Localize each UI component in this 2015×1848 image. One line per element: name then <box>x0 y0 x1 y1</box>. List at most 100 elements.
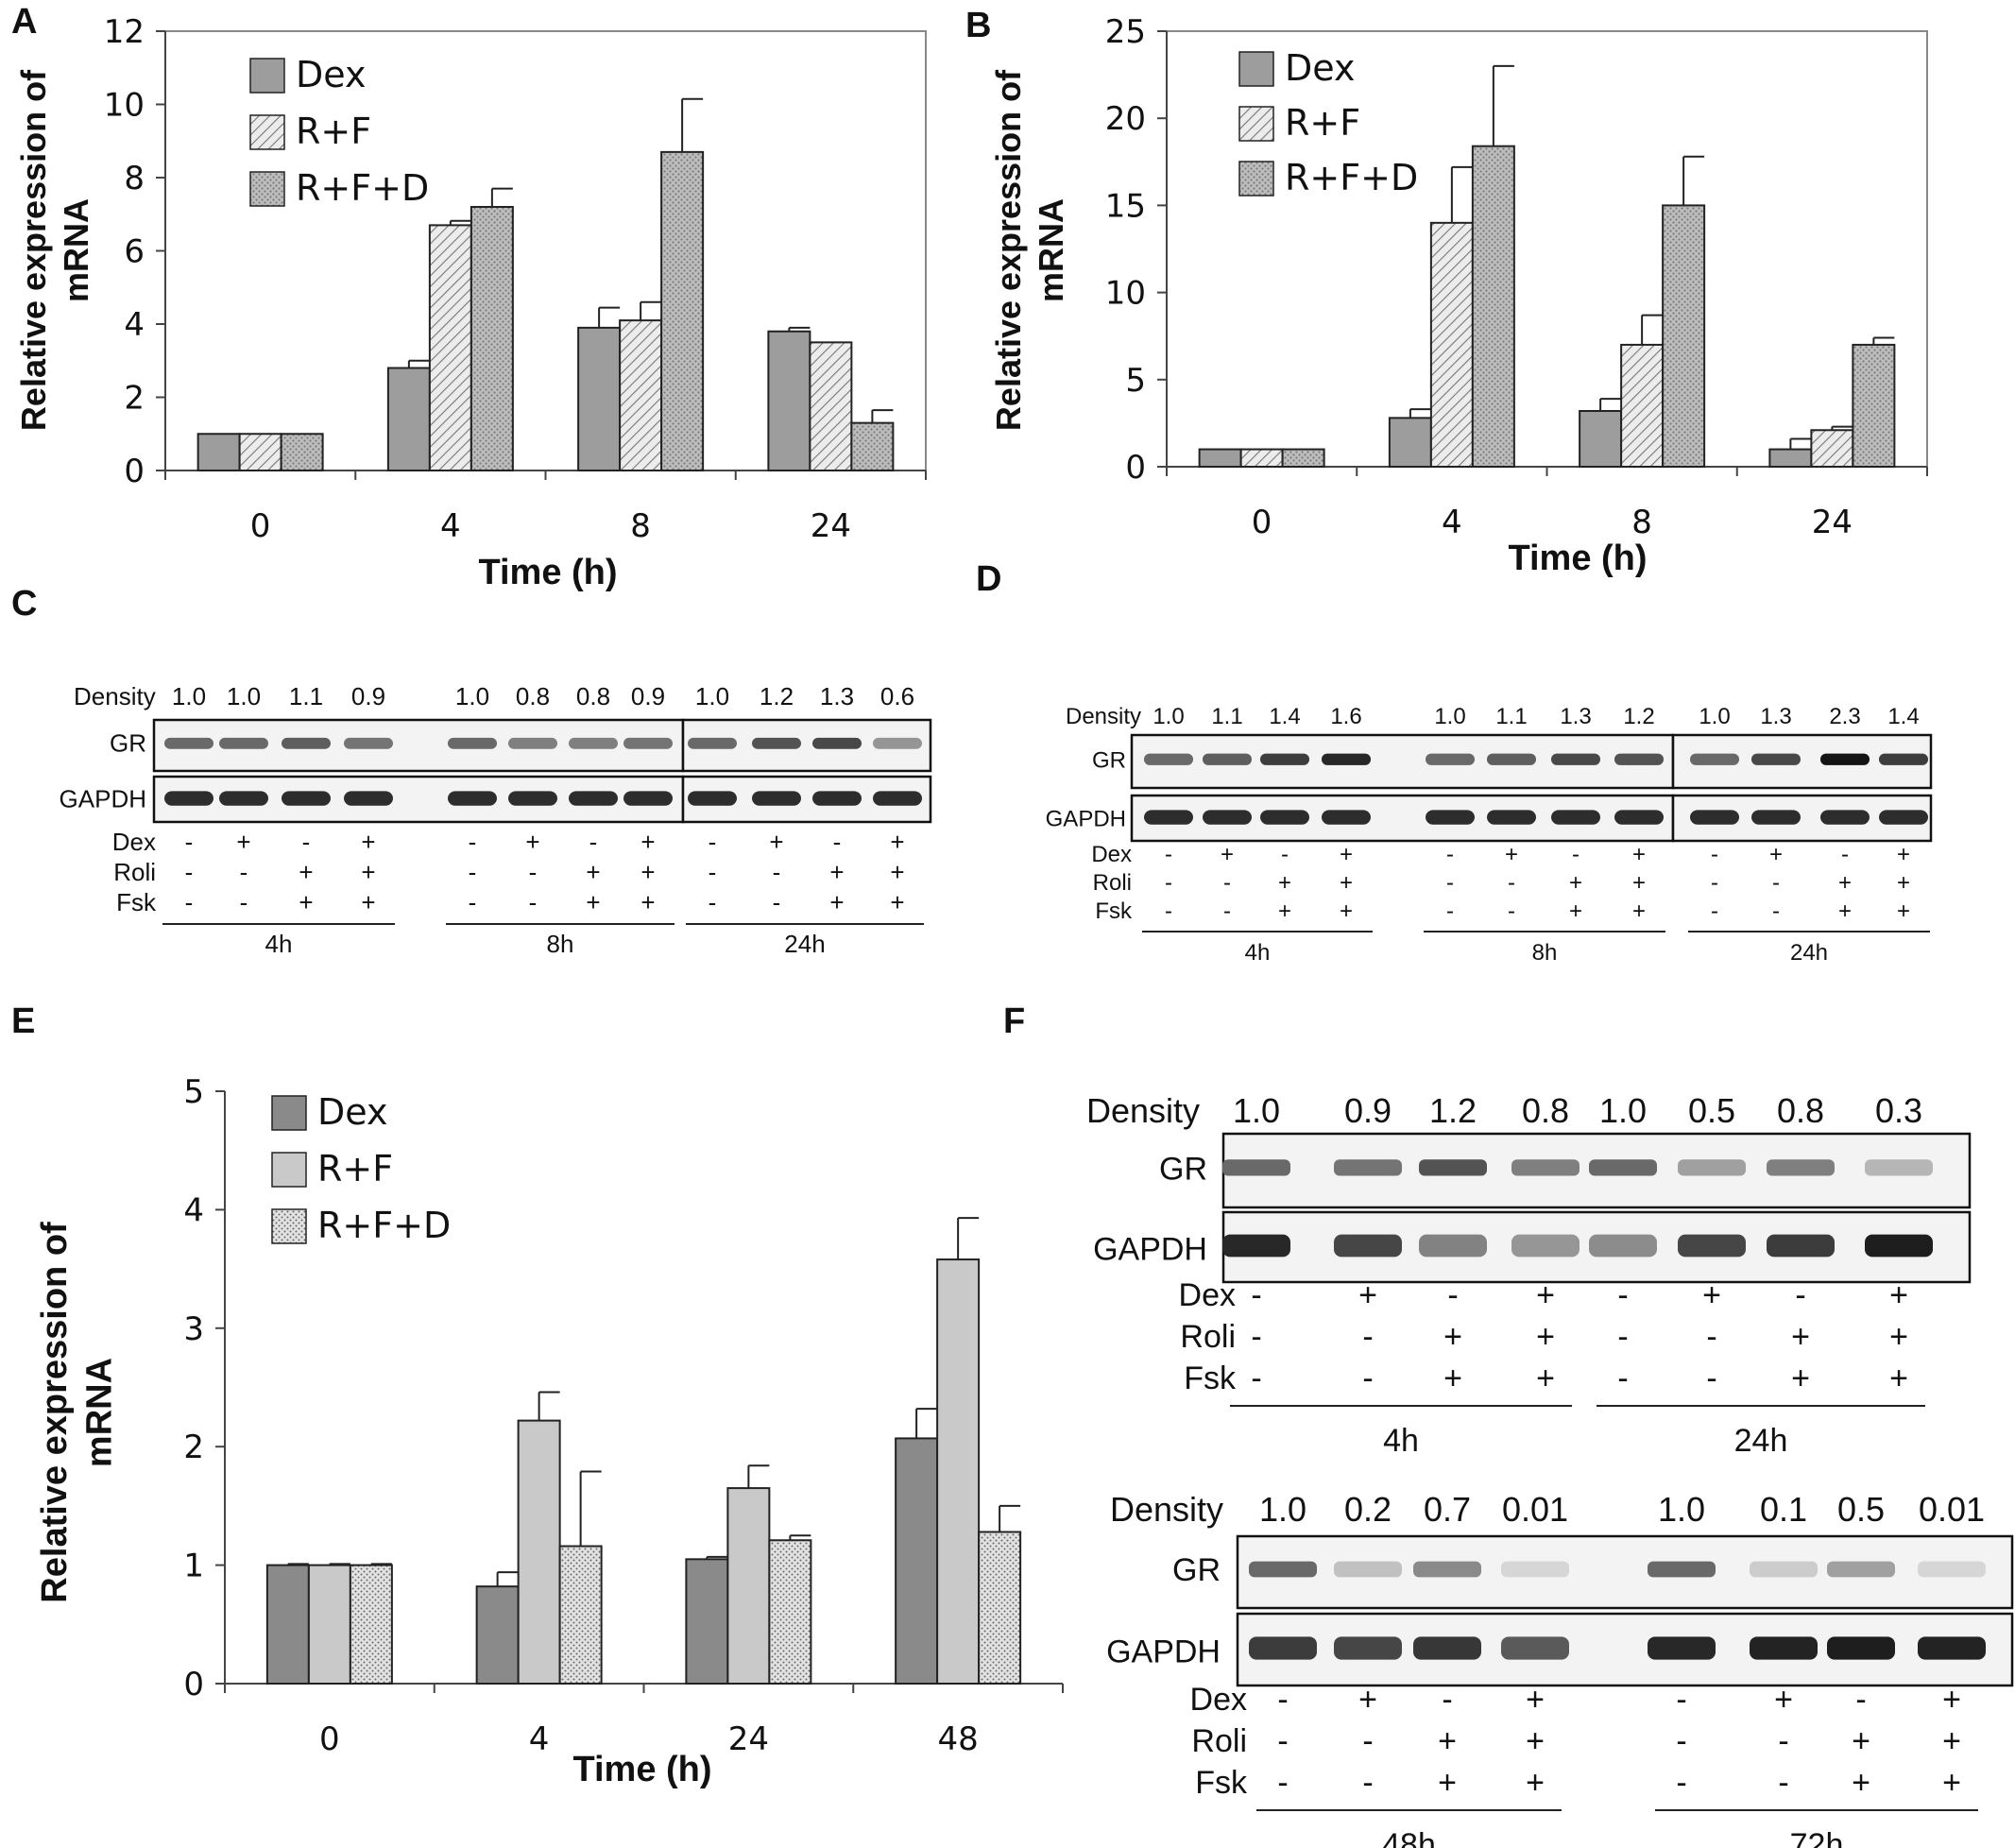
treatment-sign: - <box>1277 1765 1288 1801</box>
blot-c: Density 1.0 1.0 1.1 0.9 1.0 0.8 0.8 0.9 1.0 1.2 1.3… <box>60 682 932 958</box>
gapdh-band <box>1678 1234 1746 1258</box>
treatment-label: Roli <box>113 858 156 886</box>
treatment-sign: - <box>1855 1682 1866 1718</box>
treatment-sign: - <box>1446 870 1454 896</box>
bar-dex <box>386 367 431 471</box>
gapdh-band <box>1144 810 1193 825</box>
density-value: 0.5 <box>1837 1490 1885 1529</box>
treatment-sign: + <box>640 858 655 886</box>
y-tick-label: 12 <box>104 13 145 51</box>
treatment-sign: + <box>1536 1277 1555 1313</box>
gr-band <box>1918 1561 1986 1578</box>
treatment-label: Roli <box>1093 870 1132 896</box>
treatment-sign: + <box>1632 842 1646 867</box>
legend-label: Dex <box>317 1091 387 1133</box>
bar-dex <box>1768 448 1813 468</box>
gr-band <box>812 737 862 749</box>
y-tick-label: 4 <box>183 1191 204 1229</box>
treatment-sign: + <box>1340 898 1353 924</box>
x-axis-title: Time (h) <box>478 553 617 592</box>
treatment-sign: + <box>1791 1319 1810 1355</box>
treatment-sign: + <box>525 828 539 856</box>
treatment-sign: - <box>773 858 781 886</box>
legend-swatch <box>1238 161 1274 197</box>
gr-band <box>1322 753 1371 765</box>
density-value: 1.3 <box>1560 704 1591 729</box>
density-label: Density <box>1086 1091 1200 1130</box>
treatment-sign: - <box>240 888 248 916</box>
bar-r-f <box>238 433 282 471</box>
gapdh-band <box>1334 1234 1402 1258</box>
gr-band <box>1413 1561 1481 1578</box>
bar-dex <box>475 1585 520 1685</box>
treatment-sign: + <box>1632 898 1646 924</box>
treatment-sign: - <box>1617 1277 1628 1313</box>
gr-band <box>1334 1561 1402 1578</box>
treatment-sign: - <box>1711 870 1718 896</box>
treatment-sign: - <box>1223 870 1231 896</box>
density-value: 0.01 <box>1502 1490 1568 1529</box>
gr-band <box>164 737 213 749</box>
bar-dex <box>196 433 241 471</box>
treatment-sign: - <box>1165 870 1172 896</box>
treatment-sign: + <box>1569 898 1582 924</box>
gr-band <box>1690 753 1739 765</box>
x-axis-title: Time (h) <box>1508 539 1647 578</box>
bar-r-f-d <box>280 433 324 471</box>
gr-band <box>752 737 801 749</box>
density-value: 1.0 <box>455 682 489 710</box>
treatment-sign: + <box>586 888 600 916</box>
density-value: 0.8 <box>1522 1091 1569 1130</box>
gr-band <box>448 737 497 749</box>
treatment-sign: + <box>1852 1723 1870 1759</box>
y-tick-label: 3 <box>183 1310 204 1348</box>
treatment-sign: + <box>1897 870 1910 896</box>
gr-band <box>508 737 557 749</box>
legend-swatch <box>271 1208 307 1244</box>
y-tick-label: 10 <box>104 87 145 125</box>
treatment-sign: - <box>1442 1682 1452 1718</box>
gr-row-label: GR <box>1172 1552 1221 1588</box>
y-tick-label: 2 <box>183 1429 204 1466</box>
treatment-sign: + <box>1838 898 1852 924</box>
gapdh-band <box>688 791 737 806</box>
blot-f1: Density 1.0 0.9 1.2 0.8 1.0 0.5 0.8 0.3 GR GAPDH De… <box>1086 1091 1972 1459</box>
treatment-sign: - <box>1676 1723 1686 1759</box>
gapdh-band <box>1767 1234 1835 1258</box>
gapdh-band <box>1589 1234 1657 1258</box>
gapdh-band <box>1413 1636 1481 1660</box>
gr-band <box>1551 753 1600 765</box>
treatment-label: Dex <box>1179 1277 1236 1313</box>
panel-label-a: A <box>11 2 38 42</box>
y-axis-title-line: Relative expression of <box>989 69 1028 431</box>
gr-band <box>344 737 393 749</box>
treatment-sign: + <box>1769 842 1783 867</box>
density-value: 1.2 <box>760 682 794 710</box>
gapdh-band <box>1827 1636 1895 1660</box>
gapdh-band <box>1865 1234 1933 1258</box>
x-tick-label: 48 <box>937 1720 978 1758</box>
treatment-sign: - <box>709 888 717 916</box>
treatment-sign: + <box>829 888 844 916</box>
treatment-sign: - <box>1711 898 1718 924</box>
gapdh-row-label: GAPDH <box>1106 1634 1221 1670</box>
y-axis-title-line: Relative expression of <box>35 1222 75 1603</box>
density-value: 0.9 <box>1344 1091 1392 1130</box>
treatment-sign: + <box>236 828 250 856</box>
treatment-sign: - <box>1676 1682 1686 1718</box>
treatment-sign: - <box>1711 842 1718 867</box>
bar-r-f-d <box>1471 145 1515 468</box>
time-group-label: 4h <box>1245 940 1271 966</box>
density-value: 1.0 <box>1233 1091 1280 1130</box>
legend-swatch <box>1238 106 1274 142</box>
treatment-sign: + <box>361 858 375 886</box>
gr-band <box>1144 753 1193 765</box>
gapdh-band <box>448 791 497 806</box>
density-value: 0.9 <box>351 682 385 710</box>
legend-swatch <box>1238 51 1274 87</box>
gr-band <box>1865 1159 1933 1176</box>
treatment-sign: - <box>469 888 477 916</box>
treatment-sign: - <box>240 858 248 886</box>
gapdh-band <box>1260 810 1309 825</box>
legend-label: Dex <box>1285 47 1355 89</box>
